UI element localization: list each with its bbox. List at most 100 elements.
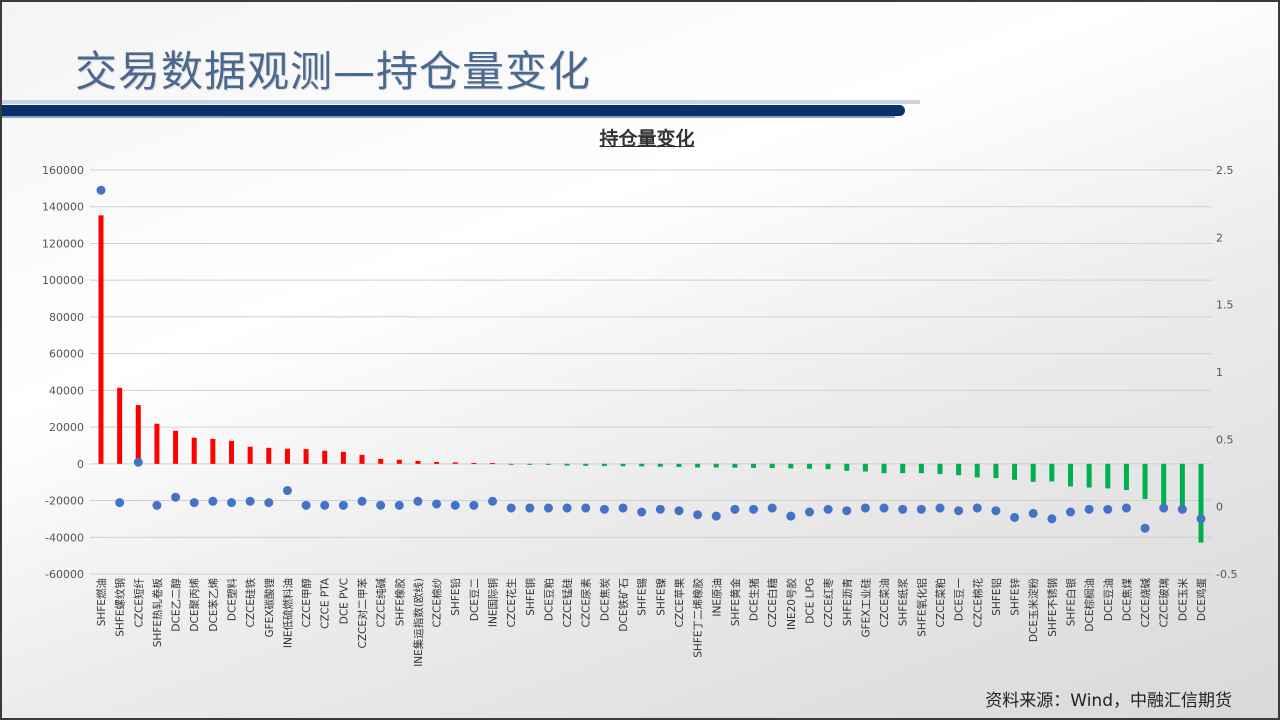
- data-point: [1084, 504, 1094, 514]
- data-point: [208, 496, 218, 506]
- y2-tick-label: 2: [1216, 231, 1223, 244]
- data-point: [618, 503, 628, 513]
- x-tick-label: CZCE红枣: [822, 578, 835, 628]
- x-tick-label: DCE LPG: [804, 578, 816, 624]
- x-tick-label: DCE玉米淀粉: [1027, 578, 1040, 643]
- x-tick-label: CZCE白糖: [766, 578, 779, 628]
- y2-tick-label: 0: [1216, 501, 1223, 514]
- data-point: [320, 500, 330, 510]
- bar: [452, 462, 458, 464]
- x-tick-label: DCE PVC: [338, 578, 350, 624]
- x-tick-label: CZCE菜油: [878, 578, 891, 628]
- x-tick-label: DCE铁矿石: [617, 578, 630, 632]
- data-point: [227, 498, 237, 508]
- bar: [471, 462, 477, 464]
- data-point: [879, 503, 889, 513]
- data-point: [357, 496, 367, 506]
- y-tick-label: 40000: [49, 384, 84, 397]
- y-tick-label: 100000: [42, 274, 84, 287]
- x-tick-label: SHFE橡胶: [393, 578, 406, 627]
- bar: [844, 463, 850, 471]
- header-stripe-underline: [0, 116, 895, 118]
- right-axis: 2.5 2 1.5 1 0.5 0 -0.5: [1216, 164, 1237, 581]
- bar: [359, 454, 365, 464]
- bar: [1198, 463, 1204, 543]
- dots: [96, 185, 1206, 533]
- x-tick-label: DCE乙二醇: [170, 578, 183, 632]
- data-point: [543, 503, 553, 513]
- x-tick-label: DCE鸡蛋: [1195, 578, 1208, 622]
- x-tick-label: INE20号胶: [785, 578, 798, 630]
- bar: [1067, 463, 1073, 487]
- bar: [601, 463, 607, 467]
- bar: [1123, 463, 1129, 491]
- x-tick-label: CZCE锰硅: [561, 578, 574, 628]
- y2-tick-label: 1.5: [1216, 299, 1234, 312]
- data-point: [1047, 514, 1057, 524]
- bar: [322, 450, 328, 464]
- y2-tick-label: 0.5: [1216, 433, 1234, 446]
- bar: [135, 405, 141, 464]
- data-point: [488, 496, 498, 506]
- x-tick-label: CZCE短纤: [132, 578, 145, 628]
- data-point: [301, 500, 311, 510]
- data-point: [338, 500, 348, 510]
- bar: [284, 448, 290, 464]
- bar: [1161, 463, 1167, 505]
- x-tick-label: GFEX工业硅: [859, 578, 872, 638]
- x-tick-label: DCE豆二: [469, 578, 481, 621]
- bar: [825, 463, 831, 470]
- data-point: [133, 457, 143, 467]
- data-point: [1196, 514, 1206, 524]
- x-tick-label: DCE棕榈油: [1083, 578, 1096, 632]
- x-tick-label: SHFE铝: [990, 578, 1003, 616]
- bar: [527, 463, 533, 465]
- data-point: [916, 504, 926, 514]
- data-point: [506, 503, 516, 513]
- data-point: [450, 500, 460, 510]
- y-tick-label: -40000: [45, 531, 84, 544]
- data-point: [637, 507, 647, 517]
- bar: [713, 463, 719, 468]
- bar: [881, 463, 887, 474]
- bar: [993, 463, 999, 479]
- bar: [340, 451, 346, 464]
- data-point: [935, 503, 945, 513]
- x-tick-label: SHFE氧化铝: [915, 578, 928, 637]
- bar: [247, 446, 253, 464]
- data-point: [189, 498, 199, 508]
- data-point: [674, 506, 684, 516]
- data-point: [860, 503, 870, 513]
- y-tick-label: 140000: [42, 201, 84, 214]
- bar: [900, 463, 906, 474]
- data-point: [376, 500, 386, 510]
- y-tick-label: 120000: [42, 237, 84, 250]
- x-tick-label: SHFE锡: [636, 578, 649, 616]
- chart-title: 持仓量变化: [599, 128, 695, 150]
- data-point: [1140, 523, 1150, 533]
- data-point: [1103, 504, 1113, 514]
- data-point: [1159, 503, 1169, 513]
- bar: [1142, 463, 1148, 500]
- x-tick-label: DCE玉米: [1176, 578, 1189, 622]
- data-point: [842, 506, 852, 516]
- data-point: [730, 504, 740, 514]
- x-tick-label: SHFE沥青: [841, 578, 854, 626]
- data-point: [1177, 504, 1187, 514]
- data-point: [954, 506, 964, 516]
- bar: [490, 463, 496, 465]
- data-point: [823, 504, 833, 514]
- data-point: [581, 503, 591, 513]
- bar: [266, 447, 272, 464]
- bar: [1030, 463, 1036, 482]
- x-tick-label: DCE豆粕: [542, 578, 555, 621]
- data-point: [786, 511, 796, 521]
- bar: [806, 463, 812, 469]
- y-tick-label: 160000: [42, 164, 84, 177]
- x-tick-label: GFEX碳酸锂: [263, 578, 276, 638]
- x-tick-label: DCE聚丙烯: [188, 578, 201, 632]
- data-point: [693, 510, 703, 520]
- bar: [173, 430, 179, 464]
- data-point: [749, 504, 759, 514]
